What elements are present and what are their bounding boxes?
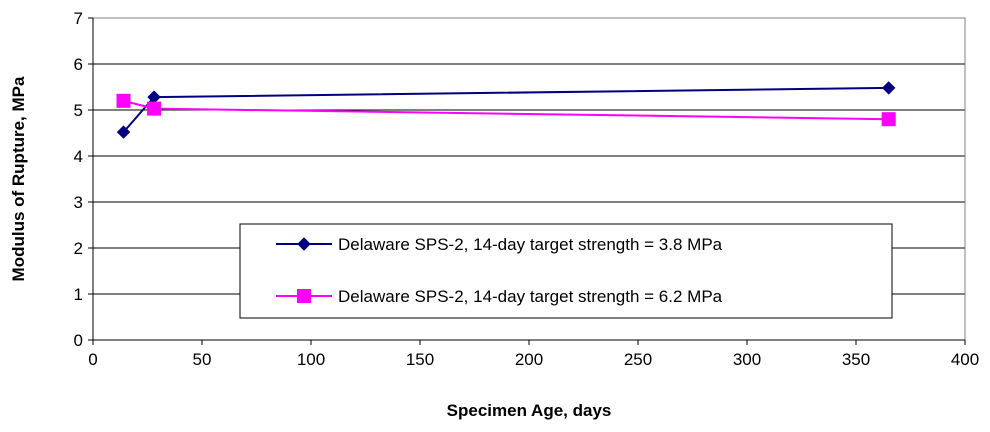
y-tick-label-5: 5 <box>74 101 83 120</box>
y-tick-label-7: 7 <box>74 9 83 28</box>
y-tick-label-4: 4 <box>74 147 83 166</box>
x-tick-label-200: 200 <box>515 350 543 369</box>
x-tick-label-300: 300 <box>733 350 761 369</box>
series-1-point-3 <box>883 82 895 94</box>
y-tick-label-1: 1 <box>74 285 83 304</box>
x-tick-label-0: 0 <box>88 350 97 369</box>
series-2-point-3 <box>882 113 895 126</box>
legend-label-2: Delaware SPS-2, 14-day target strength =… <box>338 287 723 306</box>
y-tick-label-0: 0 <box>74 331 83 350</box>
x-tick-label-100: 100 <box>297 350 325 369</box>
legend: Delaware SPS-2, 14-day target strength =… <box>240 224 892 318</box>
y-tick-label-2: 2 <box>74 239 83 258</box>
legend-swatch-marker-2 <box>298 290 311 303</box>
series-2-point-2 <box>148 102 161 115</box>
x-tick-label-150: 150 <box>406 350 434 369</box>
legend-label-1: Delaware SPS-2, 14-day target strength =… <box>338 235 723 254</box>
y-tick-label-6: 6 <box>74 55 83 74</box>
y-axis-title: Modulus of Rupture, MPa <box>9 76 28 281</box>
series-2-point-1 <box>117 94 130 107</box>
x-axis-title: Specimen Age, days <box>447 401 612 420</box>
x-tick-label-250: 250 <box>624 350 652 369</box>
x-tick-label-350: 350 <box>842 350 870 369</box>
x-tick-label-50: 50 <box>193 350 212 369</box>
y-tick-label-3: 3 <box>74 193 83 212</box>
x-tick-label-400: 400 <box>951 350 979 369</box>
